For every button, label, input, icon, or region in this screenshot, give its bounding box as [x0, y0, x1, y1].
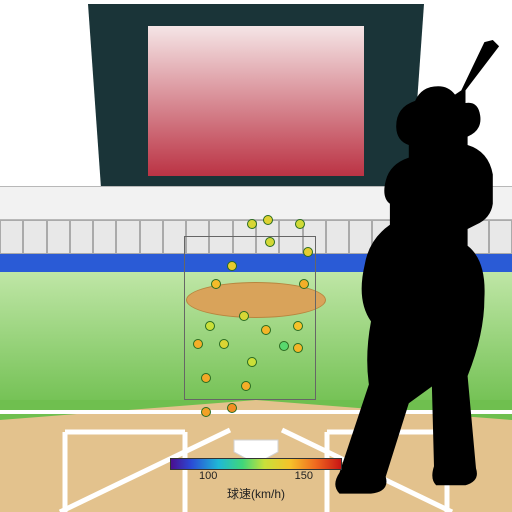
pitch-marker: [263, 215, 273, 225]
pitch-marker: [279, 341, 289, 351]
pitch-marker: [193, 339, 203, 349]
pitch-marker: [219, 339, 229, 349]
pitch-marker: [239, 311, 249, 321]
pitch-marker: [241, 381, 251, 391]
pitch-marker: [201, 373, 211, 383]
pitch-marker: [293, 321, 303, 331]
colorbar-ticks: 100 150: [170, 470, 342, 484]
colorbar-tick: 100: [199, 470, 217, 482]
pitch-marker: [227, 261, 237, 271]
colorbar-gradient: [170, 458, 342, 470]
pitch-marker: [261, 325, 271, 335]
pitch-marker: [293, 343, 303, 353]
pitch-marker: [265, 237, 275, 247]
pitch-marker: [247, 219, 257, 229]
pitch-marker: [227, 403, 237, 413]
pitch-marker: [201, 407, 211, 417]
pitch-marker: [211, 279, 221, 289]
colorbar-label: 球速(km/h): [170, 485, 342, 502]
pitch-marker: [295, 219, 305, 229]
pitch-marker: [247, 357, 257, 367]
speed-colorbar: 100 150 球速(km/h): [170, 458, 342, 502]
pitch-marker: [205, 321, 215, 331]
batter-silhouette: [308, 36, 512, 506]
pitch-location-chart: 100 150 球速(km/h): [0, 0, 512, 512]
colorbar-tick: 150: [295, 470, 313, 482]
